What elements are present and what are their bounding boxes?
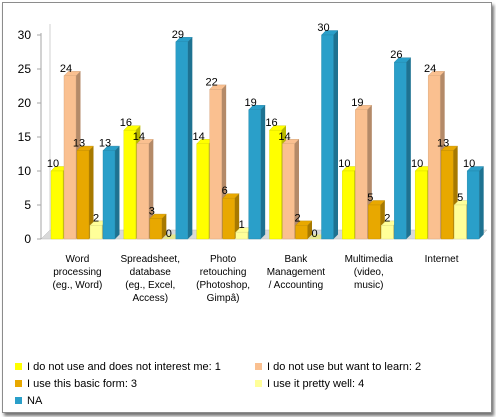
y-tick-label: 20 [18,96,32,110]
data-label: 13 [437,138,449,150]
data-label: 2 [384,212,390,224]
data-label: 5 [367,192,373,204]
legend-item: I use this basic form: 3 [15,378,137,390]
data-label: 5 [457,192,463,204]
legend-swatch [15,397,22,404]
legend-swatch [15,363,22,370]
data-label: 29 [172,29,184,41]
bar [367,200,386,240]
legend-label: NA [27,395,43,407]
bar [282,139,300,240]
category-label: Spreadsheet, database (eg., Excel, Acces… [120,254,181,304]
bar [162,234,180,239]
data-label: 2 [294,212,300,224]
legend-item: I do not use but want to learn: 2 [255,361,421,373]
data-label: 13 [99,138,111,150]
data-label: 10 [47,158,59,170]
bar [102,145,120,240]
data-label: 10 [463,158,475,170]
category-label: Multimedia (video, music) [344,254,393,291]
category-label: Word processing (eg., Word) [52,254,103,291]
y-tick-label: 15 [18,130,32,144]
y-tick-label: 5 [24,198,31,212]
bar [136,139,154,240]
legend-swatch [255,380,262,387]
data-label: 26 [390,49,402,61]
y-tick-label: 0 [24,232,31,246]
data-label: 10 [338,158,350,170]
data-label: 19 [245,97,257,109]
legend-label: I use this basic form: 3 [27,378,138,390]
bar [76,145,94,240]
data-label: 24 [424,63,436,75]
data-label: 3 [149,206,155,218]
bar [248,105,266,240]
data-label: 14 [133,131,145,143]
chart-frame: 0 5 10 15 20 25 30 10 24 13 2 13 16 14 3 0 29 14 22 6 1 19 16 1… [2,2,492,413]
bar [175,37,193,240]
y-tick-label: 25 [18,62,32,76]
legend-label: I do not use and does not interest me: 1 [27,361,221,373]
bar [308,234,325,239]
category-label: Bank Management / Accounting [266,254,326,291]
legend-label: I use it pretty well: 4 [267,378,365,390]
bar [149,213,167,240]
data-label: 6 [222,185,228,197]
data-label: 14 [193,131,205,143]
data-label: 2 [93,212,99,224]
data-label: 0 [311,228,317,240]
data-label: 10 [411,158,423,170]
legend-label: I do not use but want to learn: 2 [267,361,422,373]
legend-item: I do not use and does not interest me: 1 [15,361,221,373]
bar [321,30,339,240]
bar [222,193,240,240]
data-label: 14 [278,131,290,143]
data-label: 19 [351,97,363,109]
chart-plot: 0510152025301024132131614302914226119161… [18,22,488,246]
category-label: Photo retouching (Photoshop, Gimpâ) [196,254,251,304]
bar [393,57,412,240]
bar [295,220,313,240]
bar [466,166,485,240]
y-tick-label: 10 [18,164,32,178]
legend-swatch [255,363,262,370]
legend-item: I use it pretty well: 4 [255,378,364,390]
data-label: 22 [206,76,218,88]
category-label: Internet [424,254,459,265]
data-label: 1 [239,219,245,231]
data-label: 16 [120,117,132,129]
data-label: 13 [73,138,85,150]
y-tick-label: 30 [18,28,32,42]
data-label: 24 [60,63,72,75]
data-label: 0 [166,228,172,240]
legend-item: NA [15,395,42,407]
legend-swatch [15,380,22,387]
data-label: 16 [265,117,277,129]
data-label: 30 [317,22,329,34]
